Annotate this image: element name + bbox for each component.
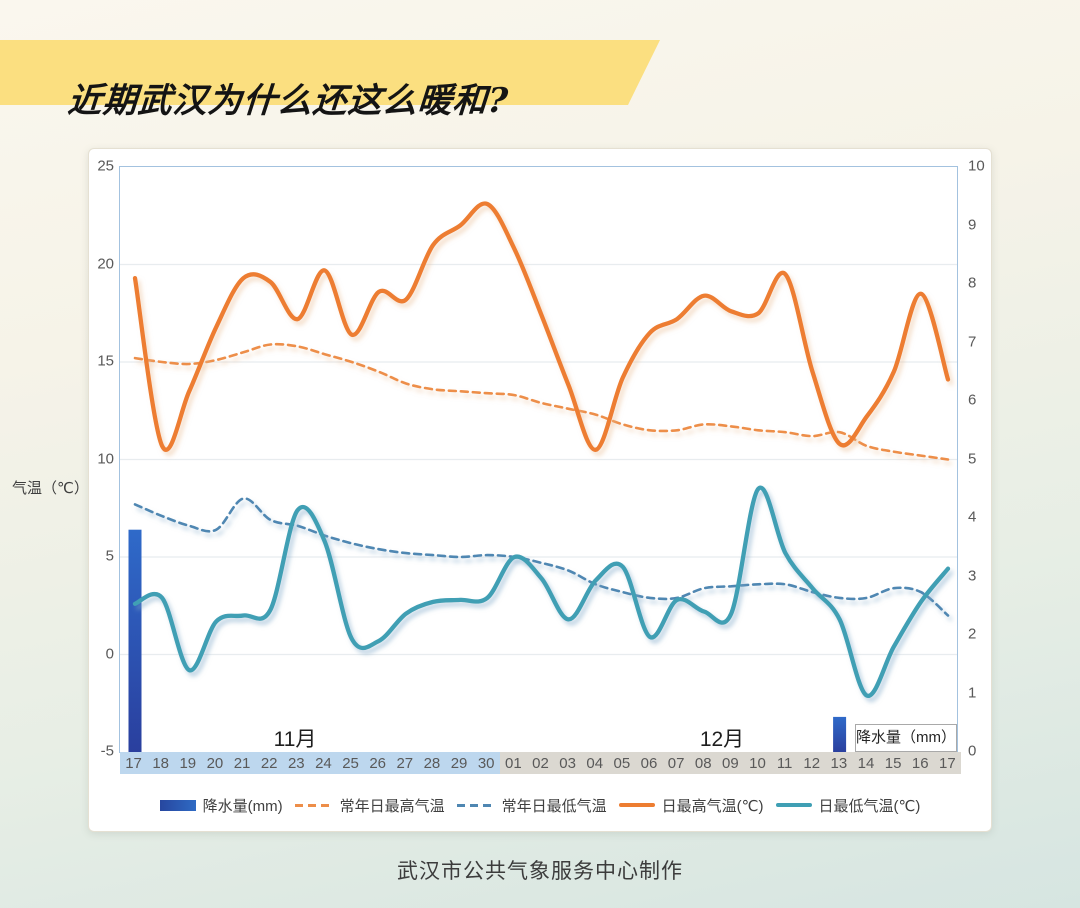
x-axis-date: 18 xyxy=(152,754,170,772)
x-axis-date: 01 xyxy=(505,754,522,772)
precip-axis-tick: 5 xyxy=(968,450,977,467)
x-axis-date: 22 xyxy=(260,754,278,772)
x-axis-date: 30 xyxy=(477,754,495,772)
x-axis-date: 09 xyxy=(722,754,739,772)
series-line-2 xyxy=(133,497,950,617)
x-axis-date: 07 xyxy=(667,754,685,772)
legend-label: 常年日最低气温 xyxy=(501,797,607,815)
legend-item: 常年日最低气温 xyxy=(456,795,607,816)
chart-panel: 25 20 15 10 5 0 -5 10 9 8 7 6 5 4 3 2 1 0 11月 12月 降水量（m xyxy=(88,148,992,832)
precipitation-bars xyxy=(128,529,847,752)
legend-item: 日最低气温(℃) xyxy=(775,795,921,816)
chart-canvas xyxy=(120,201,957,752)
chart-legend: 降水量(mm) 常年日最高气温 常年日最低气温 日最高气温(℃) 日最低气温(℃) xyxy=(89,793,991,817)
x-axis-date: 16 xyxy=(911,754,929,772)
legend-swatch-dash-blue xyxy=(456,803,495,807)
precip-axis-tick: 9 xyxy=(968,216,977,233)
right-axis-title: 降水量（mm） xyxy=(855,724,957,752)
plot-area: 11月 12月 降水量（mm） xyxy=(119,166,958,753)
x-axis-date: 25 xyxy=(342,754,359,772)
precip-axis-tick: 1 xyxy=(968,684,977,701)
x-axis-date: 27 xyxy=(396,754,414,772)
x-axis-date: 08 xyxy=(694,754,712,772)
temp-axis-tick: 5 xyxy=(105,547,114,565)
x-axis-date: 23 xyxy=(287,754,305,772)
series-line-4 xyxy=(132,485,951,698)
x-axis-date-strip: 17 18 19 20 21 22 23 24 25 26 27 28 29 30 01 02 03 04 05 0… xyxy=(120,752,961,774)
x-axis-date: 28 xyxy=(423,754,441,772)
x-axis-date: 15 xyxy=(884,754,902,772)
precip-axis-tick: 0 xyxy=(968,742,977,760)
legend-item: 降水量(mm) xyxy=(159,795,283,816)
x-axis-date: 05 xyxy=(613,754,631,772)
x-axis-date: 11 xyxy=(776,754,793,772)
temp-axis-tick: 20 xyxy=(97,255,114,272)
month-label-november: 11月 xyxy=(273,728,317,751)
title-banner xyxy=(0,40,660,105)
series-line-3 xyxy=(132,201,951,452)
legend-swatch-line-teal xyxy=(775,803,812,807)
x-axis-date: 26 xyxy=(369,754,387,772)
legend-item: 日最高气温(℃) xyxy=(618,795,764,816)
x-axis-date: 21 xyxy=(233,754,251,772)
x-axis-date: 24 xyxy=(315,754,332,772)
temp-axis-tick: 10 xyxy=(97,450,114,467)
legend-swatch-dash-orange xyxy=(294,803,333,807)
temp-axis-tick: 25 xyxy=(97,157,114,175)
temp-axis-tick: -5 xyxy=(100,742,114,760)
x-axis-date: 17 xyxy=(125,754,142,772)
x-axis-date: 17 xyxy=(939,754,956,772)
x-axis-date: 13 xyxy=(830,754,848,772)
legend-label: 常年日最高气温 xyxy=(339,797,445,815)
x-axis-date: 10 xyxy=(749,754,766,772)
x-axis-date: 06 xyxy=(640,754,658,772)
x-axis-date: 03 xyxy=(559,754,576,772)
precipitation-bar xyxy=(833,716,847,752)
left-axis-title: 气温（℃） xyxy=(12,480,89,497)
legend-label: 日最高气温(℃) xyxy=(661,797,764,815)
x-axis-date: 14 xyxy=(857,754,875,772)
precip-axis-tick: 2 xyxy=(968,625,977,643)
precip-axis-tick: 6 xyxy=(968,391,977,409)
x-axis-date: 29 xyxy=(450,754,468,772)
footer-credit: 武汉市公共气象服务中心制作 xyxy=(397,860,683,883)
precip-axis-tick: 7 xyxy=(968,333,977,350)
legend-swatch-line-orange xyxy=(618,803,655,807)
x-axis-date: 04 xyxy=(586,754,604,772)
x-axis-date: 12 xyxy=(803,754,821,772)
legend-label: 降水量(mm) xyxy=(202,797,283,815)
x-axis-date: 02 xyxy=(532,754,549,772)
precip-axis-tick: 10 xyxy=(968,157,985,175)
gridlines xyxy=(120,263,957,656)
legend-swatch-bar xyxy=(159,799,196,811)
temp-axis-tick: 15 xyxy=(97,352,114,370)
legend-item: 常年日最高气温 xyxy=(294,795,445,816)
precip-axis-tick: 3 xyxy=(968,567,977,584)
legend-label: 日最低气温(℃) xyxy=(818,797,921,815)
precip-axis-tick: 8 xyxy=(968,274,977,292)
december-dates: 01 02 03 04 05 06 07 08 09 10 11 12 13 14 15 16 17 xyxy=(499,752,961,774)
x-axis-date: 20 xyxy=(206,754,224,772)
series-line-1 xyxy=(133,342,950,461)
page-title: 近期武汉为什么还这么暖和? xyxy=(66,80,511,121)
november-dates: 17 18 19 20 21 22 23 24 25 26 27 28 29 30 xyxy=(120,752,500,774)
precipitation-bar xyxy=(128,529,142,752)
temperature-lines xyxy=(132,201,951,698)
month-label-december: 12月 xyxy=(699,728,745,751)
x-axis-date: 19 xyxy=(179,754,197,772)
precip-axis-tick: 4 xyxy=(968,508,977,526)
temp-axis-tick: 0 xyxy=(105,645,114,662)
